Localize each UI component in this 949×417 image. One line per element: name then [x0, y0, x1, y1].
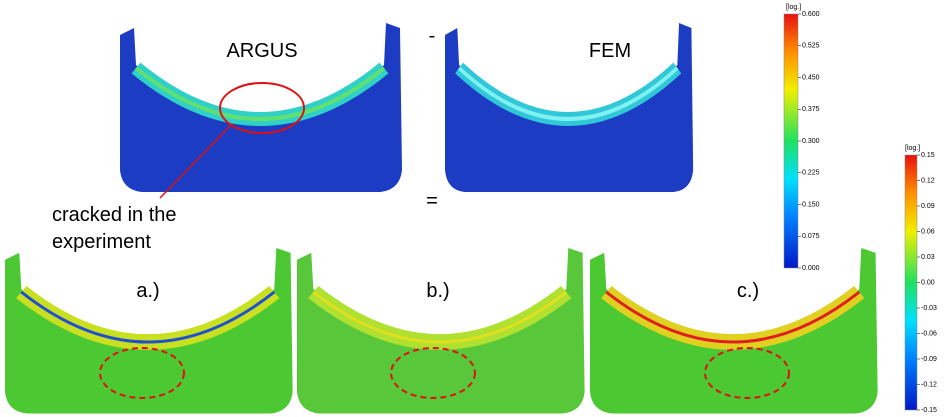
- colorbar-label: 0.00: [921, 279, 935, 286]
- fem-part: [445, 23, 693, 192]
- colorbar-unit: [log.]: [786, 4, 801, 11]
- colorbar-label: -0.03: [921, 305, 937, 312]
- colorbar-label: 0.09: [921, 203, 935, 210]
- panel-label: c.): [737, 280, 759, 302]
- result-c: [590, 248, 878, 414]
- result-a: [5, 248, 293, 414]
- colorbar-label: 0.525: [802, 43, 820, 50]
- label: FEM: [589, 40, 631, 62]
- colorbar-label: 0.300: [802, 138, 820, 145]
- colorbar-unit: [log.]: [905, 145, 920, 152]
- colorbar-label: -0.06: [921, 330, 937, 337]
- result-b: [297, 248, 585, 414]
- colorbar-label: -0.09: [921, 356, 937, 363]
- annotation: cracked in the: [52, 204, 177, 226]
- colorbar: [905, 155, 917, 410]
- annotation: experiment: [52, 231, 151, 253]
- colorbar: [784, 14, 798, 268]
- colorbar-label: 0.600: [802, 11, 820, 18]
- label: ARGUS: [226, 40, 297, 62]
- colorbar-label: 0.225: [802, 170, 820, 177]
- panel-label: a.): [136, 280, 159, 302]
- colorbar-label: 0.12: [921, 177, 935, 184]
- colorbar-label: 0.03: [921, 254, 935, 261]
- operator: -: [429, 25, 436, 47]
- colorbar-label: 0.450: [802, 74, 820, 81]
- colorbar-label: -0.15: [921, 407, 937, 414]
- colorbar-label: 0.000: [802, 265, 820, 272]
- panel-label: b.): [426, 280, 449, 302]
- colorbar-label: -0.12: [921, 381, 937, 388]
- figure: ARGUS FEM - = cracked in the experiment …: [0, 0, 949, 417]
- colorbar-label: 0.375: [802, 106, 820, 113]
- colorbar-label: 0.06: [921, 228, 935, 235]
- colorbar-label: 0.15: [921, 152, 935, 159]
- colorbar-label: 0.075: [802, 233, 820, 240]
- colorbar-label: 0.150: [802, 201, 820, 208]
- operator: =: [426, 190, 438, 212]
